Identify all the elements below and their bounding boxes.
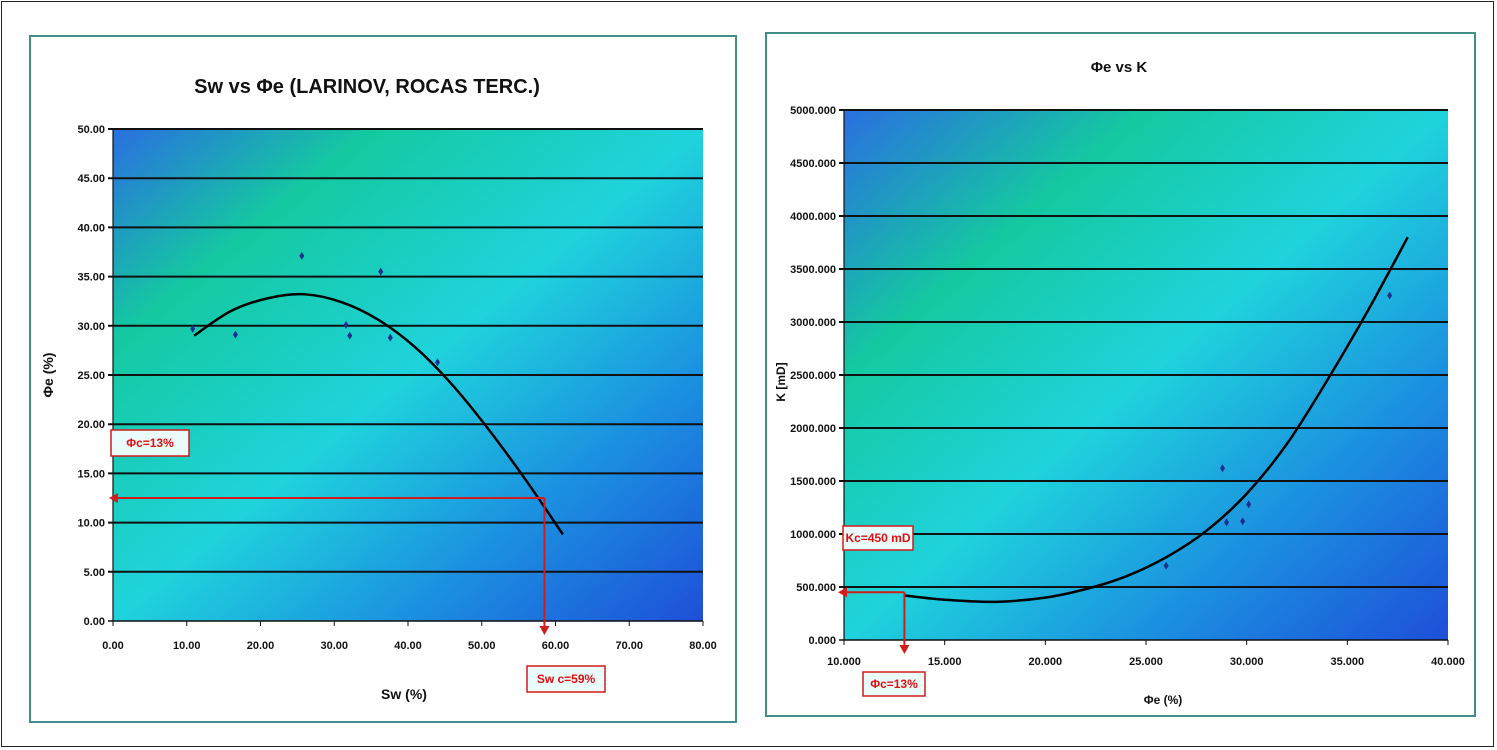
chart-panel-phie-vs-k: Φe vs K 10.000 15.000 20.000 25.000 30.000 35… <box>765 32 1476 717</box>
x-tick-label: 60.00 <box>542 640 570 652</box>
x-tick-label: 20.000 <box>1029 656 1063 668</box>
x-tick-label: 40.000 <box>1431 656 1465 668</box>
chart-phie-vs-k: Φe vs K 10.000 15.000 20.000 25.000 30.000 35… <box>774 59 1465 707</box>
y-tick-label: 40.00 <box>77 222 105 234</box>
y-tick-label: 4000.000 <box>790 211 836 223</box>
x-tick-label: 10.00 <box>173 640 201 652</box>
y-tick-label: 500.000 <box>796 582 836 594</box>
x-tick-label: 10.000 <box>827 656 861 668</box>
annotation-text: Φc=13% <box>126 436 174 450</box>
annotation-text: Sw c=59% <box>537 672 596 686</box>
data-point <box>347 331 353 340</box>
data-point <box>1240 517 1246 526</box>
y-tick-label: 3000.000 <box>790 317 836 329</box>
chart-sw-vs-phie: Sw vs Φe (LARINOV, ROCAS TERC.) 0.00 10.0… <box>40 76 717 702</box>
annotation-label: Φc=13% <box>110 429 190 457</box>
chart-title: Sw vs Φe (LARINOV, ROCAS TERC.) <box>194 76 540 98</box>
x-tick-label: 15.000 <box>928 656 962 668</box>
y-tick-label: 4500.000 <box>790 158 836 170</box>
y-axis-label: K [mD] <box>774 362 788 401</box>
data-point <box>378 267 384 276</box>
y-axis-label: Φe (%) <box>40 353 56 398</box>
arrowhead-down <box>899 645 910 654</box>
x-tick-label: 80.00 <box>689 640 717 652</box>
y-tick-label: 0.000 <box>808 635 836 647</box>
data-point <box>343 320 349 329</box>
data-point <box>1224 518 1230 527</box>
data-point <box>232 330 238 339</box>
y-tick-label: 2500.000 <box>790 370 836 382</box>
y-tick-label: 15.00 <box>77 468 105 480</box>
annotation-text: Φc=13% <box>870 677 918 691</box>
x-tick-label: 20.00 <box>247 640 275 652</box>
y-tick-label: 25.00 <box>77 370 105 382</box>
y-tick-label: 35.00 <box>77 272 105 284</box>
data-point <box>190 324 196 333</box>
y-tick-label: 2000.000 <box>790 423 836 435</box>
x-tick-label: 25.000 <box>1129 656 1163 668</box>
x-tick-label: 30.00 <box>320 640 348 652</box>
data-point <box>387 333 393 342</box>
data-point <box>435 358 440 367</box>
y-tick-label: 1500.000 <box>790 476 836 488</box>
chart-title: Φe vs K <box>1091 59 1148 76</box>
y-tick-label: 3500.000 <box>790 264 836 276</box>
arrowhead-left <box>109 493 118 503</box>
data-point <box>1220 464 1226 473</box>
y-tick-label: 5.00 <box>84 567 105 579</box>
annotation-text: Kc=450 mD <box>845 531 910 545</box>
annotation-label: Kc=450 mD <box>842 525 914 551</box>
y-tick-label: 0.00 <box>84 616 105 628</box>
y-tick-label: 1000.000 <box>790 529 836 541</box>
arrowhead-left <box>838 587 847 598</box>
data-point <box>299 251 305 260</box>
x-tick-label: 0.00 <box>102 640 123 652</box>
x-tick-label: 70.00 <box>615 640 643 652</box>
x-axis-label: Φe (%) <box>1144 693 1183 707</box>
annotation-label: Φc=13% <box>862 671 926 697</box>
y-tick-label: 5000.000 <box>790 105 836 117</box>
trendline <box>193 292 564 536</box>
chart-panel-sw-vs-phie: Sw vs Φe (LARINOV, ROCAS TERC.) 0.00 10.0… <box>29 35 737 723</box>
y-tick-label: 10.00 <box>77 518 105 530</box>
trendline <box>904 236 1409 604</box>
x-tick-label: 40.00 <box>394 640 422 652</box>
y-tick-label: 20.00 <box>77 419 105 431</box>
data-point <box>1387 291 1393 300</box>
x-tick-label: 50.00 <box>468 640 496 652</box>
data-point <box>1246 500 1252 509</box>
data-point <box>1163 561 1169 570</box>
x-tick-label: 30.000 <box>1230 656 1264 668</box>
x-axis-label: Sw (%) <box>381 686 427 702</box>
y-tick-label: 45.00 <box>77 173 105 185</box>
arrowhead-down <box>539 626 550 635</box>
y-tick-label: 30.00 <box>77 321 105 333</box>
x-tick-label: 35.000 <box>1331 656 1365 668</box>
annotation-label: Sw c=59% <box>526 665 606 693</box>
y-tick-label: 50.00 <box>77 124 105 136</box>
